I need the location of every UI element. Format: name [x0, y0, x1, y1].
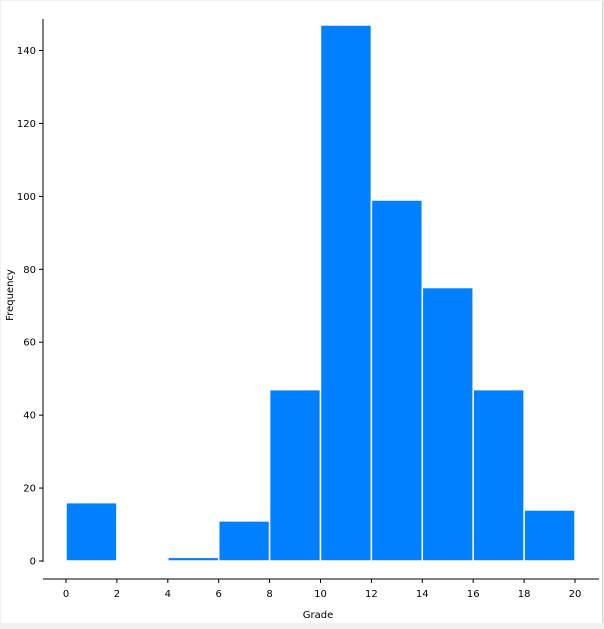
x-tick-label: 8 — [266, 589, 272, 600]
axes-layer: 0 20 40 60 80 100 120 140 0 2 4 6 8 10 12 14 16 18 20 — [17, 19, 599, 600]
histogram-bar — [65, 501, 118, 562]
x-tick-label: 2 — [114, 589, 120, 600]
histogram-bar — [167, 556, 220, 562]
histogram-bar — [319, 24, 373, 562]
x-tick-label: 14 — [416, 589, 429, 600]
histogram-bar — [370, 199, 424, 562]
y-tick-label: 40 — [23, 411, 36, 422]
x-tick-label: 0 — [63, 589, 69, 600]
y-tick-label: 100 — [17, 192, 36, 203]
y-tick-label: 60 — [23, 338, 36, 349]
histogram-bar — [472, 388, 525, 562]
x-tick-label: 20 — [569, 589, 582, 600]
x-axis-title: Grade — [303, 610, 334, 621]
histogram-bar — [523, 509, 576, 562]
x-tick-label: 10 — [314, 589, 327, 600]
histogram-bar — [217, 520, 271, 562]
y-tick-label: 20 — [23, 484, 36, 495]
y-tick-label: 80 — [23, 265, 36, 276]
bars-layer — [65, 24, 576, 562]
x-tick-label: 4 — [165, 589, 171, 600]
x-tick-label: 6 — [216, 589, 222, 600]
x-tick-label: 12 — [365, 589, 378, 600]
x-tick-label: 16 — [467, 589, 480, 600]
y-tick-label: 120 — [17, 119, 36, 130]
histogram-bar — [421, 286, 474, 562]
y-tick-label: 0 — [30, 557, 36, 568]
histogram-bar — [268, 388, 322, 562]
y-tick-label: 140 — [17, 46, 36, 57]
x-tick-label: 18 — [518, 589, 531, 600]
y-axis-title: Frequency — [5, 269, 16, 321]
